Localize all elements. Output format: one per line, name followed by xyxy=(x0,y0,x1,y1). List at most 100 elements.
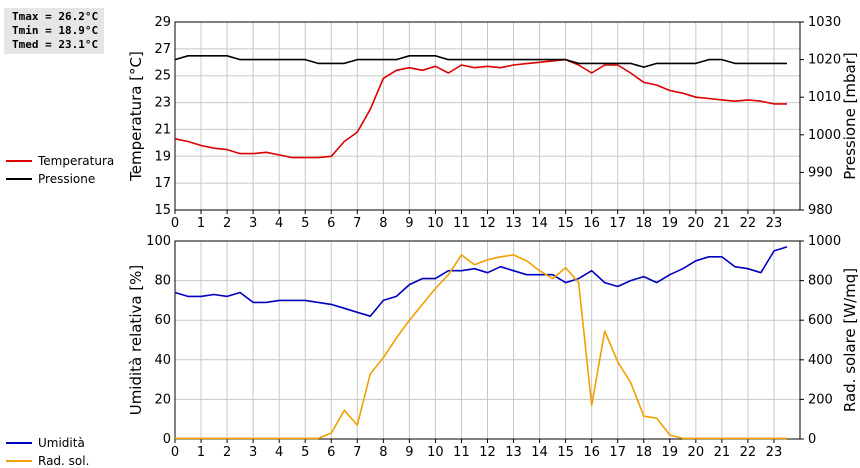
y-right-tick-label: 1000 xyxy=(808,128,841,143)
tmin-text: Tmin = 18.9°C xyxy=(12,24,99,37)
x-tick-label: 20 xyxy=(688,445,705,460)
y-left-tick-label: 0 xyxy=(163,432,171,447)
legend-item-pressione: Pressione xyxy=(6,172,95,186)
legend-item-temperatura: Temperatura xyxy=(6,154,114,168)
x-tick-label: 18 xyxy=(635,216,652,231)
x-tick-label: 10 xyxy=(427,216,444,231)
series-line-rad-sol xyxy=(175,254,787,440)
legend-swatch-umidita xyxy=(6,442,32,444)
tmax-text: Tmax = 26.2°C xyxy=(12,10,99,23)
x-tick-label: 1 xyxy=(197,445,205,460)
y-right-tick-label: 200 xyxy=(808,392,833,407)
y-left-tick-label: 40 xyxy=(154,353,171,368)
y-left-tick-label: 60 xyxy=(154,313,171,328)
y-left-tick-label: 19 xyxy=(154,149,171,164)
x-tick-label: 20 xyxy=(688,216,705,231)
y-right-tick-label: 400 xyxy=(808,353,833,368)
series-line-pressione xyxy=(174,54,787,68)
x-tick-label: 0 xyxy=(171,445,179,460)
y-left-tick-label: 20 xyxy=(154,392,171,407)
y-right-tick-label: 990 xyxy=(808,165,833,180)
series-line-temperatura xyxy=(174,58,787,159)
x-tick-label: 22 xyxy=(740,216,757,231)
y-right-tick-label: 1030 xyxy=(808,15,841,30)
y-left-tick-label: 23 xyxy=(154,96,171,111)
y-left-tick-label: 29 xyxy=(154,15,171,30)
x-tick-label: 3 xyxy=(249,216,257,231)
x-tick-label: 16 xyxy=(583,216,600,231)
y-left-tick-label: 80 xyxy=(154,274,171,289)
x-tick-label: 0 xyxy=(171,216,179,231)
y-right-tick-label: 800 xyxy=(808,274,833,289)
x-tick-label: 22 xyxy=(740,445,757,460)
x-tick-label: 17 xyxy=(609,445,626,460)
x-tick-label: 9 xyxy=(405,216,413,231)
chart-temperature-pressure: 0 1 2 3 4 5 6 7 8 9 10 11 12 13 14 15 16 17 18 19 20 21 22 2315… xyxy=(127,15,859,231)
plot-frame xyxy=(174,21,801,211)
x-tick-label: 2 xyxy=(223,445,231,460)
x-tick-label: 19 xyxy=(662,445,679,460)
y-left-axis-title: Temperatura [°C] xyxy=(127,51,145,182)
y-right-tick-label: 980 xyxy=(808,203,833,218)
x-tick-label: 10 xyxy=(427,445,444,460)
legend-label-pressione: Pressione xyxy=(38,172,96,186)
x-tick-label: 15 xyxy=(557,216,574,231)
x-tick-label: 3 xyxy=(249,445,257,460)
x-tick-label: 4 xyxy=(275,216,283,231)
y-left-tick-label: 17 xyxy=(154,176,171,191)
x-tick-label: 13 xyxy=(505,216,522,231)
x-tick-label: 23 xyxy=(766,445,783,460)
x-tick-label: 6 xyxy=(327,216,335,231)
x-tick-label: 4 xyxy=(275,445,283,460)
x-tick-label: 16 xyxy=(583,445,600,460)
stats-box: Tmax = 26.2°C Tmin = 18.9°C Tmed = 23.1°… xyxy=(4,8,104,54)
x-tick-label: 19 xyxy=(662,216,679,231)
x-tick-label: 7 xyxy=(353,445,361,460)
x-tick-label: 17 xyxy=(609,216,626,231)
x-tick-label: 23 xyxy=(766,216,783,231)
x-tick-label: 5 xyxy=(301,445,309,460)
y-left-axis-title: Umidità relativa [%] xyxy=(127,265,145,416)
x-tick-label: 18 xyxy=(635,445,652,460)
x-tick-label: 5 xyxy=(301,216,309,231)
y-left-tick-label: 25 xyxy=(154,69,171,84)
legend-swatch-temperatura xyxy=(6,160,32,162)
legend-label-umidita: Umidità xyxy=(38,436,85,450)
x-tick-label: 12 xyxy=(479,445,496,460)
x-tick-label: 1 xyxy=(197,216,205,231)
y-right-tick-label: 1000 xyxy=(808,234,841,249)
x-tick-label: 6 xyxy=(327,445,335,460)
legend-swatch-rad-sol xyxy=(6,460,32,462)
x-tick-label: 7 xyxy=(353,216,361,231)
x-tick-label: 14 xyxy=(531,445,548,460)
x-tick-label: 15 xyxy=(557,445,574,460)
x-tick-label: 8 xyxy=(379,216,387,231)
x-tick-label: 12 xyxy=(479,216,496,231)
y-right-axis-title: Rad. solare [W/mq] xyxy=(841,268,859,412)
chart-humidity-radiation: 0 1 2 3 4 5 6 7 8 9 10 11 12 13 14 15 16 17 18 19 20 21 22 2302… xyxy=(127,234,859,460)
x-tick-label: 21 xyxy=(714,216,731,231)
plot-frame xyxy=(174,240,801,440)
x-tick-label: 14 xyxy=(531,216,548,231)
x-tick-label: 11 xyxy=(453,445,470,460)
tmed-text: Tmed = 23.1°C xyxy=(12,38,99,51)
y-left-tick-label: 100 xyxy=(146,234,171,249)
legend-item-umidita: Umidità xyxy=(6,436,85,450)
y-right-tick-label: 1020 xyxy=(808,53,841,68)
y-right-tick-label: 0 xyxy=(808,432,816,447)
x-tick-label: 8 xyxy=(379,445,387,460)
x-tick-label: 11 xyxy=(453,216,470,231)
y-right-tick-label: 1010 xyxy=(808,90,841,105)
y-left-tick-label: 21 xyxy=(154,122,171,137)
x-tick-label: 21 xyxy=(714,445,731,460)
y-left-tick-label: 15 xyxy=(154,203,171,218)
x-tick-label: 9 xyxy=(405,445,413,460)
y-left-tick-label: 27 xyxy=(154,42,171,57)
legend-label-temperatura: Temperatura xyxy=(38,154,115,168)
series-line-umidit xyxy=(174,246,788,318)
x-tick-label: 13 xyxy=(505,445,522,460)
x-tick-label: 2 xyxy=(223,216,231,231)
legend-swatch-pressione xyxy=(6,178,32,180)
y-right-axis-title: Pressione [mbar] xyxy=(841,52,859,180)
